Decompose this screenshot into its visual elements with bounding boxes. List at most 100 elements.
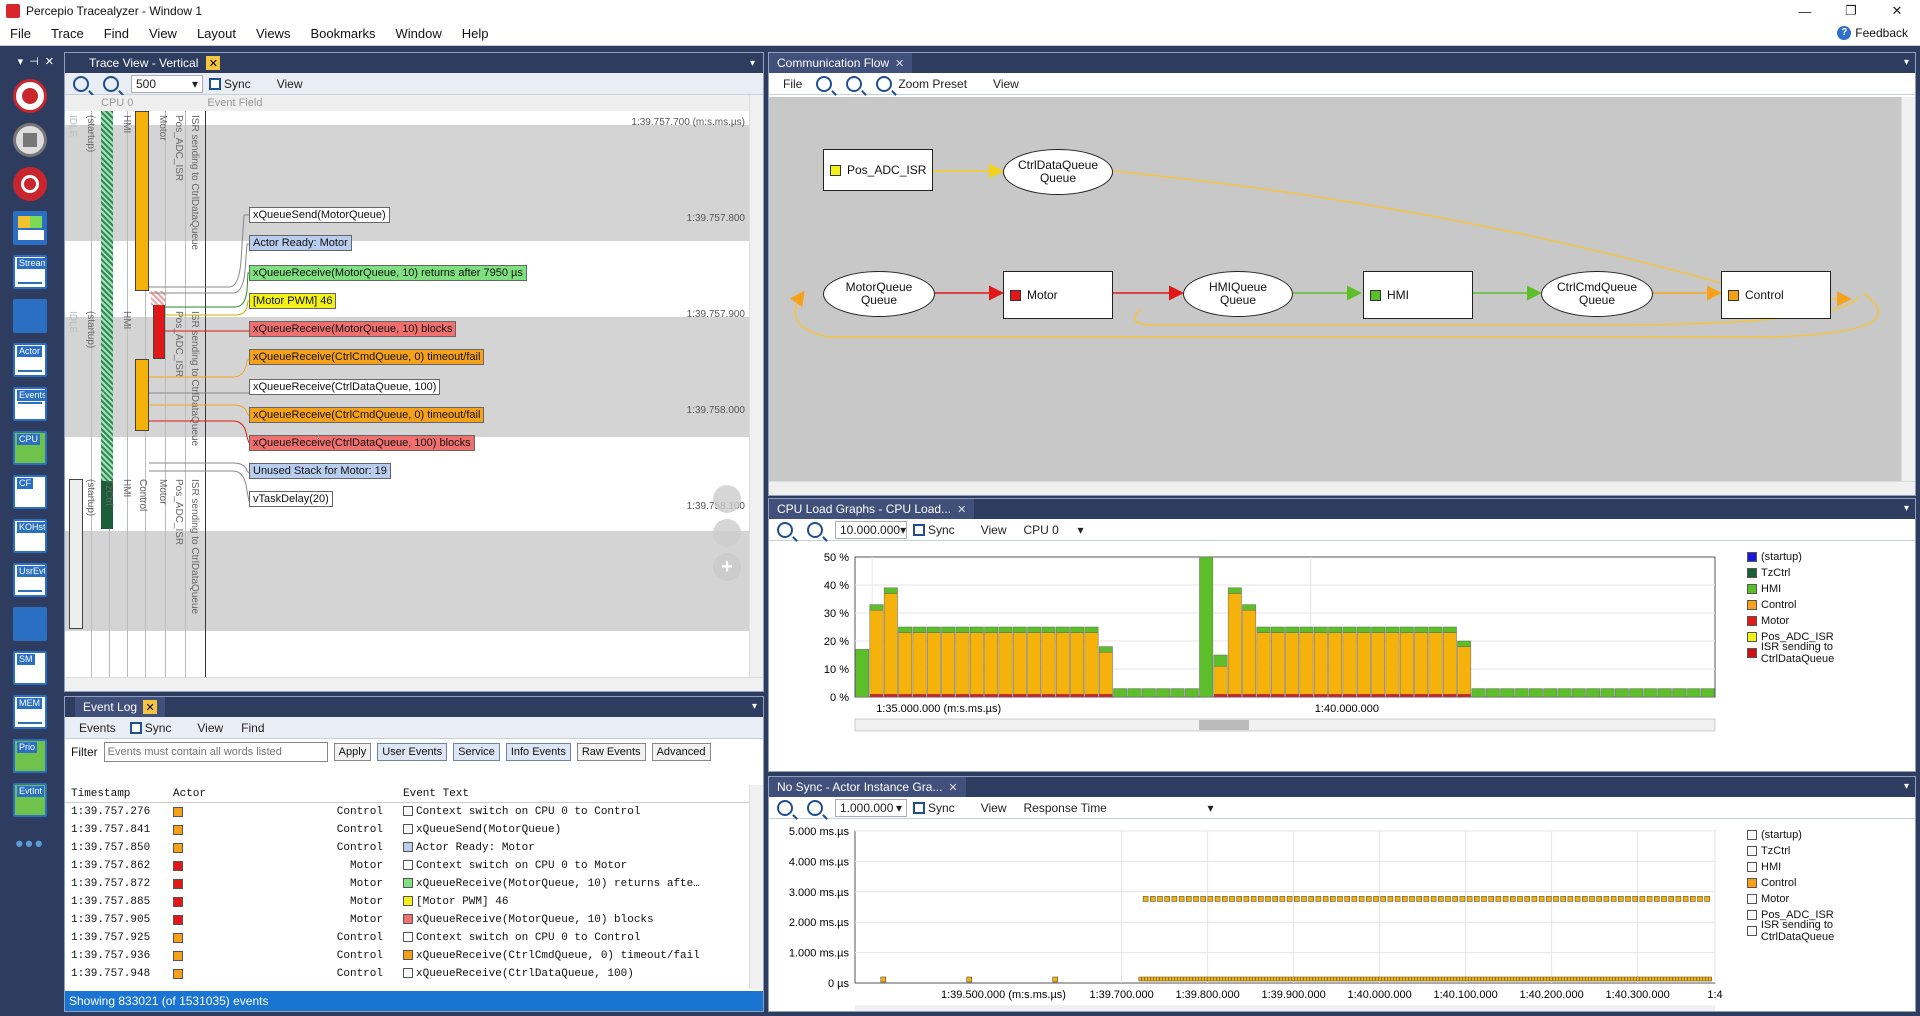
flow-node-ctrl-data-queue[interactable]: CtrlDataQueue Queue xyxy=(1003,149,1113,195)
flow-node-hmi-queue[interactable]: HMIQueue Queue xyxy=(1183,271,1293,317)
menu-view[interactable]: View xyxy=(149,26,177,41)
toolbar-menu-icon[interactable]: ▾ xyxy=(17,55,24,68)
cpu-load-chart[interactable]: 0 % 10 % 20 % 30 % 40 % 50 % 1:35.000.000 (m:s… xyxy=(769,543,1735,771)
table-row[interactable]: 1:39.757.276 Control Context switch on CPU… xyxy=(65,803,749,821)
panel-menu-icon[interactable]: ▾ xyxy=(751,701,757,712)
view-menu[interactable]: View xyxy=(980,800,1007,815)
minimize-button[interactable]: — xyxy=(1798,3,1812,19)
panel-menu-icon[interactable]: ▾ xyxy=(1903,57,1909,68)
sync-toggle[interactable]: Sync xyxy=(913,801,955,815)
table-row[interactable]: 1:39.757.905 Motor xQueueReceive(MotorQueu… xyxy=(65,911,749,929)
trace-horizontal-scrollbar[interactable] xyxy=(65,677,763,691)
table-row[interactable]: 1:39.757.841 Control xQueueSend(MotorQueue… xyxy=(65,821,749,839)
toolbar-close-icon[interactable]: ✕ xyxy=(44,55,54,68)
legend-entry[interactable]: Motor xyxy=(1747,891,1907,907)
cpu-select[interactable]: CPU 0 ▾ xyxy=(1018,520,1089,539)
tool-hierarchy[interactable] xyxy=(10,606,50,642)
communication-flow-canvas[interactable]: Pos_ADC_ISR CtrlDataQueue Queue MotorQue… xyxy=(769,97,1901,481)
legend-entry[interactable]: (startup) xyxy=(1747,827,1907,843)
trace-vertical-scrollbar[interactable] xyxy=(749,95,763,677)
zoom-out-icon[interactable] xyxy=(103,75,119,92)
col-event-text[interactable]: Event Text xyxy=(403,787,470,800)
find-menu[interactable]: Find xyxy=(241,720,265,735)
close-window-button[interactable]: ✕ xyxy=(1891,3,1903,18)
legend-entry[interactable]: Motor xyxy=(1747,613,1907,629)
tab-event-log[interactable]: Event Log ✕ xyxy=(75,697,166,717)
zoom-level-field[interactable]: 1.000.000 ▾ xyxy=(835,798,907,817)
menu-views[interactable]: Views xyxy=(256,26,291,41)
tool-cf[interactable]: CF xyxy=(10,474,50,510)
trace-event[interactable]: xQueueSend(MotorQueue) xyxy=(249,207,390,223)
tool-evtint[interactable]: EvtInt xyxy=(10,782,50,818)
panel-menu-icon[interactable]: ▾ xyxy=(1903,503,1909,514)
toolbar-pin-icon[interactable]: ⊣ xyxy=(29,55,39,68)
table-row[interactable]: 1:39.757.885 Motor [Motor PWM] 46 xyxy=(65,893,749,911)
tab-actor-instance[interactable]: No Sync - Actor Instance Gra... ✕ xyxy=(769,777,966,797)
filter-input[interactable] xyxy=(103,742,328,762)
advanced-button[interactable]: Advanced xyxy=(651,743,711,761)
dashboard-button[interactable] xyxy=(10,210,50,246)
tab-cpu-load[interactable]: CPU Load Graphs - CPU Load... ✕ xyxy=(769,499,975,519)
table-row[interactable]: 1:39.757.936 Control xQueueReceive(CtrlCmd… xyxy=(65,947,749,965)
zoom-level-field[interactable]: 500 ▾ xyxy=(131,74,203,93)
legend-entry[interactable]: Control xyxy=(1747,597,1907,613)
trace-canvas[interactable]: CPU 0 Event Field IDLE (startup) HMI Mot… xyxy=(65,95,749,677)
trace-event[interactable]: [Motor PWM] 46 xyxy=(249,293,337,309)
trace-event[interactable]: xQueueReceive(CtrlDataQueue, 100) xyxy=(249,379,441,395)
table-row[interactable]: 1:39.757.862 Motor Context switch on CPU 0… xyxy=(65,857,749,875)
flow-node-motor-queue[interactable]: MotorQueue Queue xyxy=(823,271,935,317)
tool-prio[interactable]: Prio xyxy=(10,738,50,774)
view-menu[interactable]: View xyxy=(993,76,1019,91)
feedback-button[interactable]: ? Feedback xyxy=(1837,26,1908,40)
legend-entry[interactable]: TzCtrl xyxy=(1747,843,1907,859)
file-menu[interactable]: File xyxy=(783,76,803,91)
panel-menu-icon[interactable]: ▾ xyxy=(1903,781,1909,792)
tab-trace-view[interactable]: Trace View - Vertical ✕ ▾ xyxy=(65,53,763,73)
user-events-button[interactable]: User Events xyxy=(377,743,448,761)
legend-entry[interactable]: HMI xyxy=(1747,859,1907,875)
flow-node-control[interactable]: Control xyxy=(1721,271,1831,319)
zoom-in-icon[interactable] xyxy=(816,75,833,92)
tool-actor[interactable]: Actor xyxy=(10,342,50,378)
tool-cpu[interactable]: CPU xyxy=(10,430,50,466)
tool-mem[interactable]: MEM xyxy=(10,694,50,730)
trace-event[interactable]: Unused Stack for Motor: 19 xyxy=(249,463,391,479)
zoom-in-icon[interactable] xyxy=(777,521,793,538)
trace-event[interactable]: Actor Ready: Motor xyxy=(249,235,352,251)
trace-event[interactable]: xQueueReceive(CtrlCmdQueue, 0) timeout/f… xyxy=(249,407,485,423)
restore-button[interactable]: ❐ xyxy=(1845,3,1857,18)
trace-event[interactable]: xQueueReceive(MotorQueue, 10) returns af… xyxy=(249,265,527,281)
legend-entry[interactable]: Pos_ADC_ISR xyxy=(1747,907,1907,923)
info-events-button[interactable]: Info Events xyxy=(505,743,571,761)
tool-events[interactable]: Events xyxy=(10,386,50,422)
flow-horizontal-scrollbar[interactable] xyxy=(769,481,1915,495)
panel-menu-icon[interactable]: ▾ xyxy=(749,57,755,69)
view-menu[interactable]: View xyxy=(197,720,224,735)
close-trace-view-icon[interactable]: ✕ xyxy=(206,56,221,70)
menu-help[interactable]: Help xyxy=(461,26,489,41)
trace-event[interactable]: vTaskDelay(20) xyxy=(249,491,333,507)
sync-toggle[interactable]: Sync xyxy=(913,523,955,537)
sync-toggle[interactable]: Sync xyxy=(129,721,171,735)
overlay-zoom-out-button[interactable] xyxy=(713,519,741,547)
menu-layout[interactable]: Layout xyxy=(196,26,236,41)
view-menu[interactable]: View xyxy=(276,76,303,91)
close-event-log-icon[interactable]: ✕ xyxy=(143,700,158,714)
zoom-out-icon[interactable] xyxy=(846,75,863,92)
menu-trace[interactable]: Trace xyxy=(50,26,84,41)
menu-find[interactable]: Find xyxy=(103,26,129,41)
legend-entry[interactable]: ISR sending to CtrlDataQueue xyxy=(1747,641,1907,665)
legend-entry[interactable]: Control xyxy=(1747,875,1907,891)
tab-communication-flow[interactable]: Communication Flow ✕ xyxy=(769,53,913,73)
table-row[interactable]: 1:39.757.948 Control xQueueReceive(CtrlDat… xyxy=(65,965,749,983)
view-menu[interactable]: View xyxy=(980,522,1007,537)
legend-entry[interactable]: TzCtrl xyxy=(1747,565,1907,581)
col-timestamp[interactable]: Timestamp xyxy=(71,787,131,800)
legend-entry[interactable]: HMI xyxy=(1747,581,1907,597)
tool-stream[interactable]: Stream xyxy=(10,254,50,290)
tool-trace-view[interactable] xyxy=(10,298,50,334)
close-cpu-load-icon[interactable]: ✕ xyxy=(957,503,967,516)
tool-sm[interactable]: SM xyxy=(10,650,50,686)
close-communication-flow-icon[interactable]: ✕ xyxy=(895,57,905,70)
zoom-out-icon[interactable] xyxy=(807,799,823,816)
